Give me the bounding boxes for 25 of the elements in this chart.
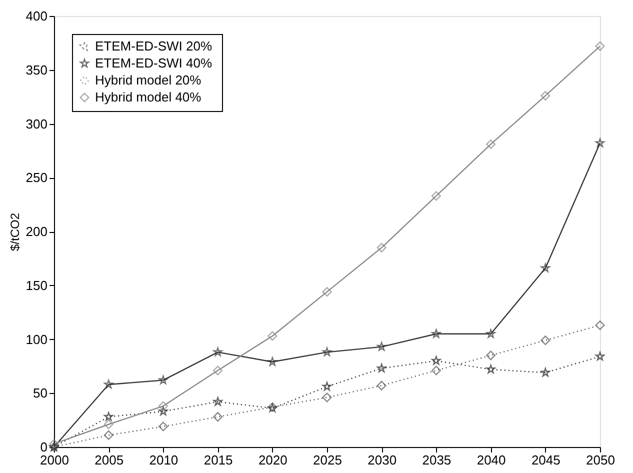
x-tick-label: 2000 [40, 452, 69, 468]
x-tick-label: 2010 [149, 452, 178, 468]
x-tick-label: 2020 [258, 452, 288, 468]
x-tick-label: 2035 [422, 452, 452, 468]
x-tick-label: 2045 [531, 452, 560, 468]
y-tick-label: 350 [26, 62, 48, 78]
legend-label: ETEM-ED-SWI 40% [95, 56, 212, 70]
legend-label: Hybrid model 20% [95, 72, 202, 88]
y-tick-label: 200 [26, 224, 48, 239]
y-tick-label: 150 [26, 278, 48, 293]
x-tick-label: 2030 [368, 452, 397, 468]
x-tick-label: 2005 [94, 452, 124, 468]
x-tick-label: 2015 [204, 452, 233, 468]
x-tick-label: 2050 [586, 452, 615, 468]
y-axis-title: $/tCO2 [8, 212, 22, 252]
y-tick-label: 0 [40, 440, 48, 454]
y-tick-label: 100 [26, 332, 48, 347]
x-tick-label: 2040 [476, 452, 506, 468]
y-tick-label: 300 [26, 116, 48, 132]
x-tick-label: 2025 [313, 452, 342, 468]
y-tick-label: 400 [26, 8, 48, 24]
y-tick-label: 50 [33, 386, 48, 401]
legend-label: ETEM-ED-SWI 20% [95, 38, 212, 54]
y-tick-label: 250 [26, 170, 48, 186]
legend-label: Hybrid model 40% [95, 90, 202, 104]
